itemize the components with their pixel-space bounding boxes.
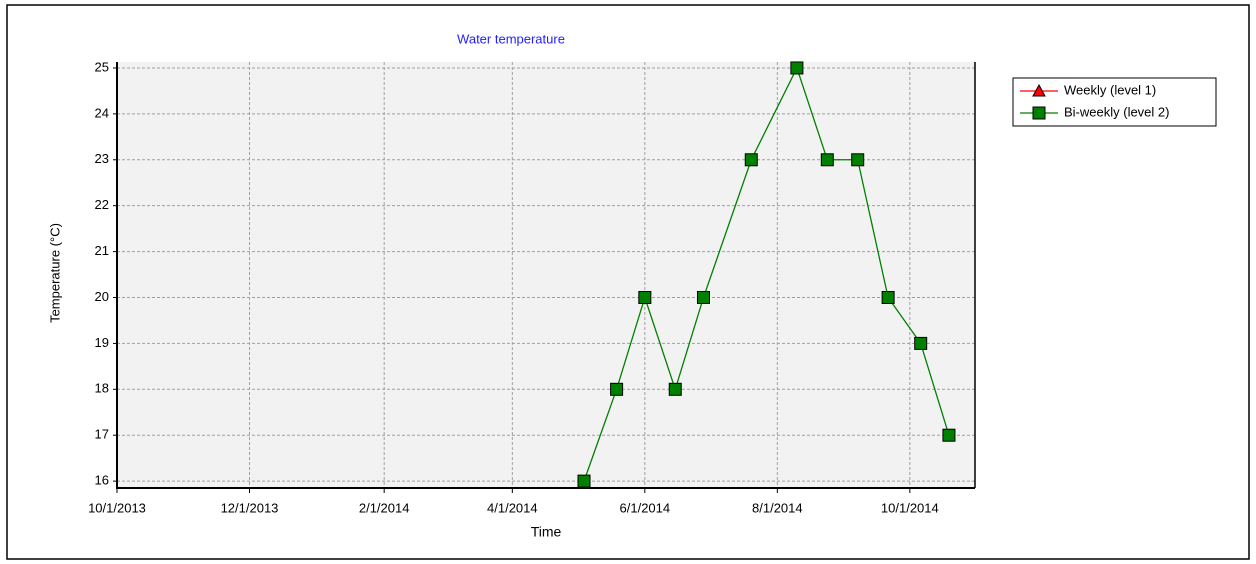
marker bbox=[914, 336, 928, 350]
y-tick-label: 17 bbox=[95, 427, 109, 442]
marker bbox=[696, 290, 710, 304]
legend-label: Weekly (level 1) bbox=[1064, 82, 1156, 97]
y-tick-label: 25 bbox=[95, 59, 109, 74]
marker bbox=[790, 61, 804, 75]
marker bbox=[610, 382, 624, 396]
marker bbox=[851, 153, 865, 167]
marker bbox=[942, 428, 956, 442]
chart-title: Water temperature bbox=[457, 31, 565, 46]
y-tick-label: 21 bbox=[95, 243, 109, 258]
marker bbox=[668, 382, 682, 396]
marker bbox=[1032, 106, 1046, 120]
y-tick-label: 23 bbox=[95, 151, 109, 166]
x-tick-label: 6/1/2014 bbox=[620, 500, 671, 515]
y-tick-label: 20 bbox=[95, 289, 109, 304]
marker bbox=[638, 290, 652, 304]
y-tick-label: 16 bbox=[95, 473, 109, 488]
marker bbox=[820, 153, 834, 167]
x-tick-label: 4/1/2014 bbox=[487, 500, 538, 515]
x-tick-label: 2/1/2014 bbox=[359, 500, 410, 515]
y-tick-label: 22 bbox=[95, 197, 109, 212]
series-line bbox=[583, 66, 950, 482]
y-tick-label: 18 bbox=[95, 381, 109, 396]
x-axis-label: Time bbox=[531, 524, 562, 540]
y-tick-label: 24 bbox=[95, 105, 109, 120]
marker bbox=[1032, 83, 1046, 97]
marker bbox=[744, 153, 758, 167]
y-axis-label: Temperature (°C) bbox=[47, 223, 62, 323]
x-tick-label: 10/1/2013 bbox=[88, 500, 146, 515]
x-tick-label: 12/1/2013 bbox=[221, 500, 279, 515]
x-tick-label: 10/1/2014 bbox=[881, 500, 939, 515]
plot-area bbox=[117, 62, 975, 488]
legend-label: Bi-weekly (level 2) bbox=[1064, 104, 1169, 119]
legend-box bbox=[1012, 77, 1217, 127]
x-tick-label: 8/1/2014 bbox=[752, 500, 803, 515]
marker bbox=[881, 290, 895, 304]
marker bbox=[577, 474, 591, 488]
y-tick-label: 19 bbox=[95, 335, 109, 350]
